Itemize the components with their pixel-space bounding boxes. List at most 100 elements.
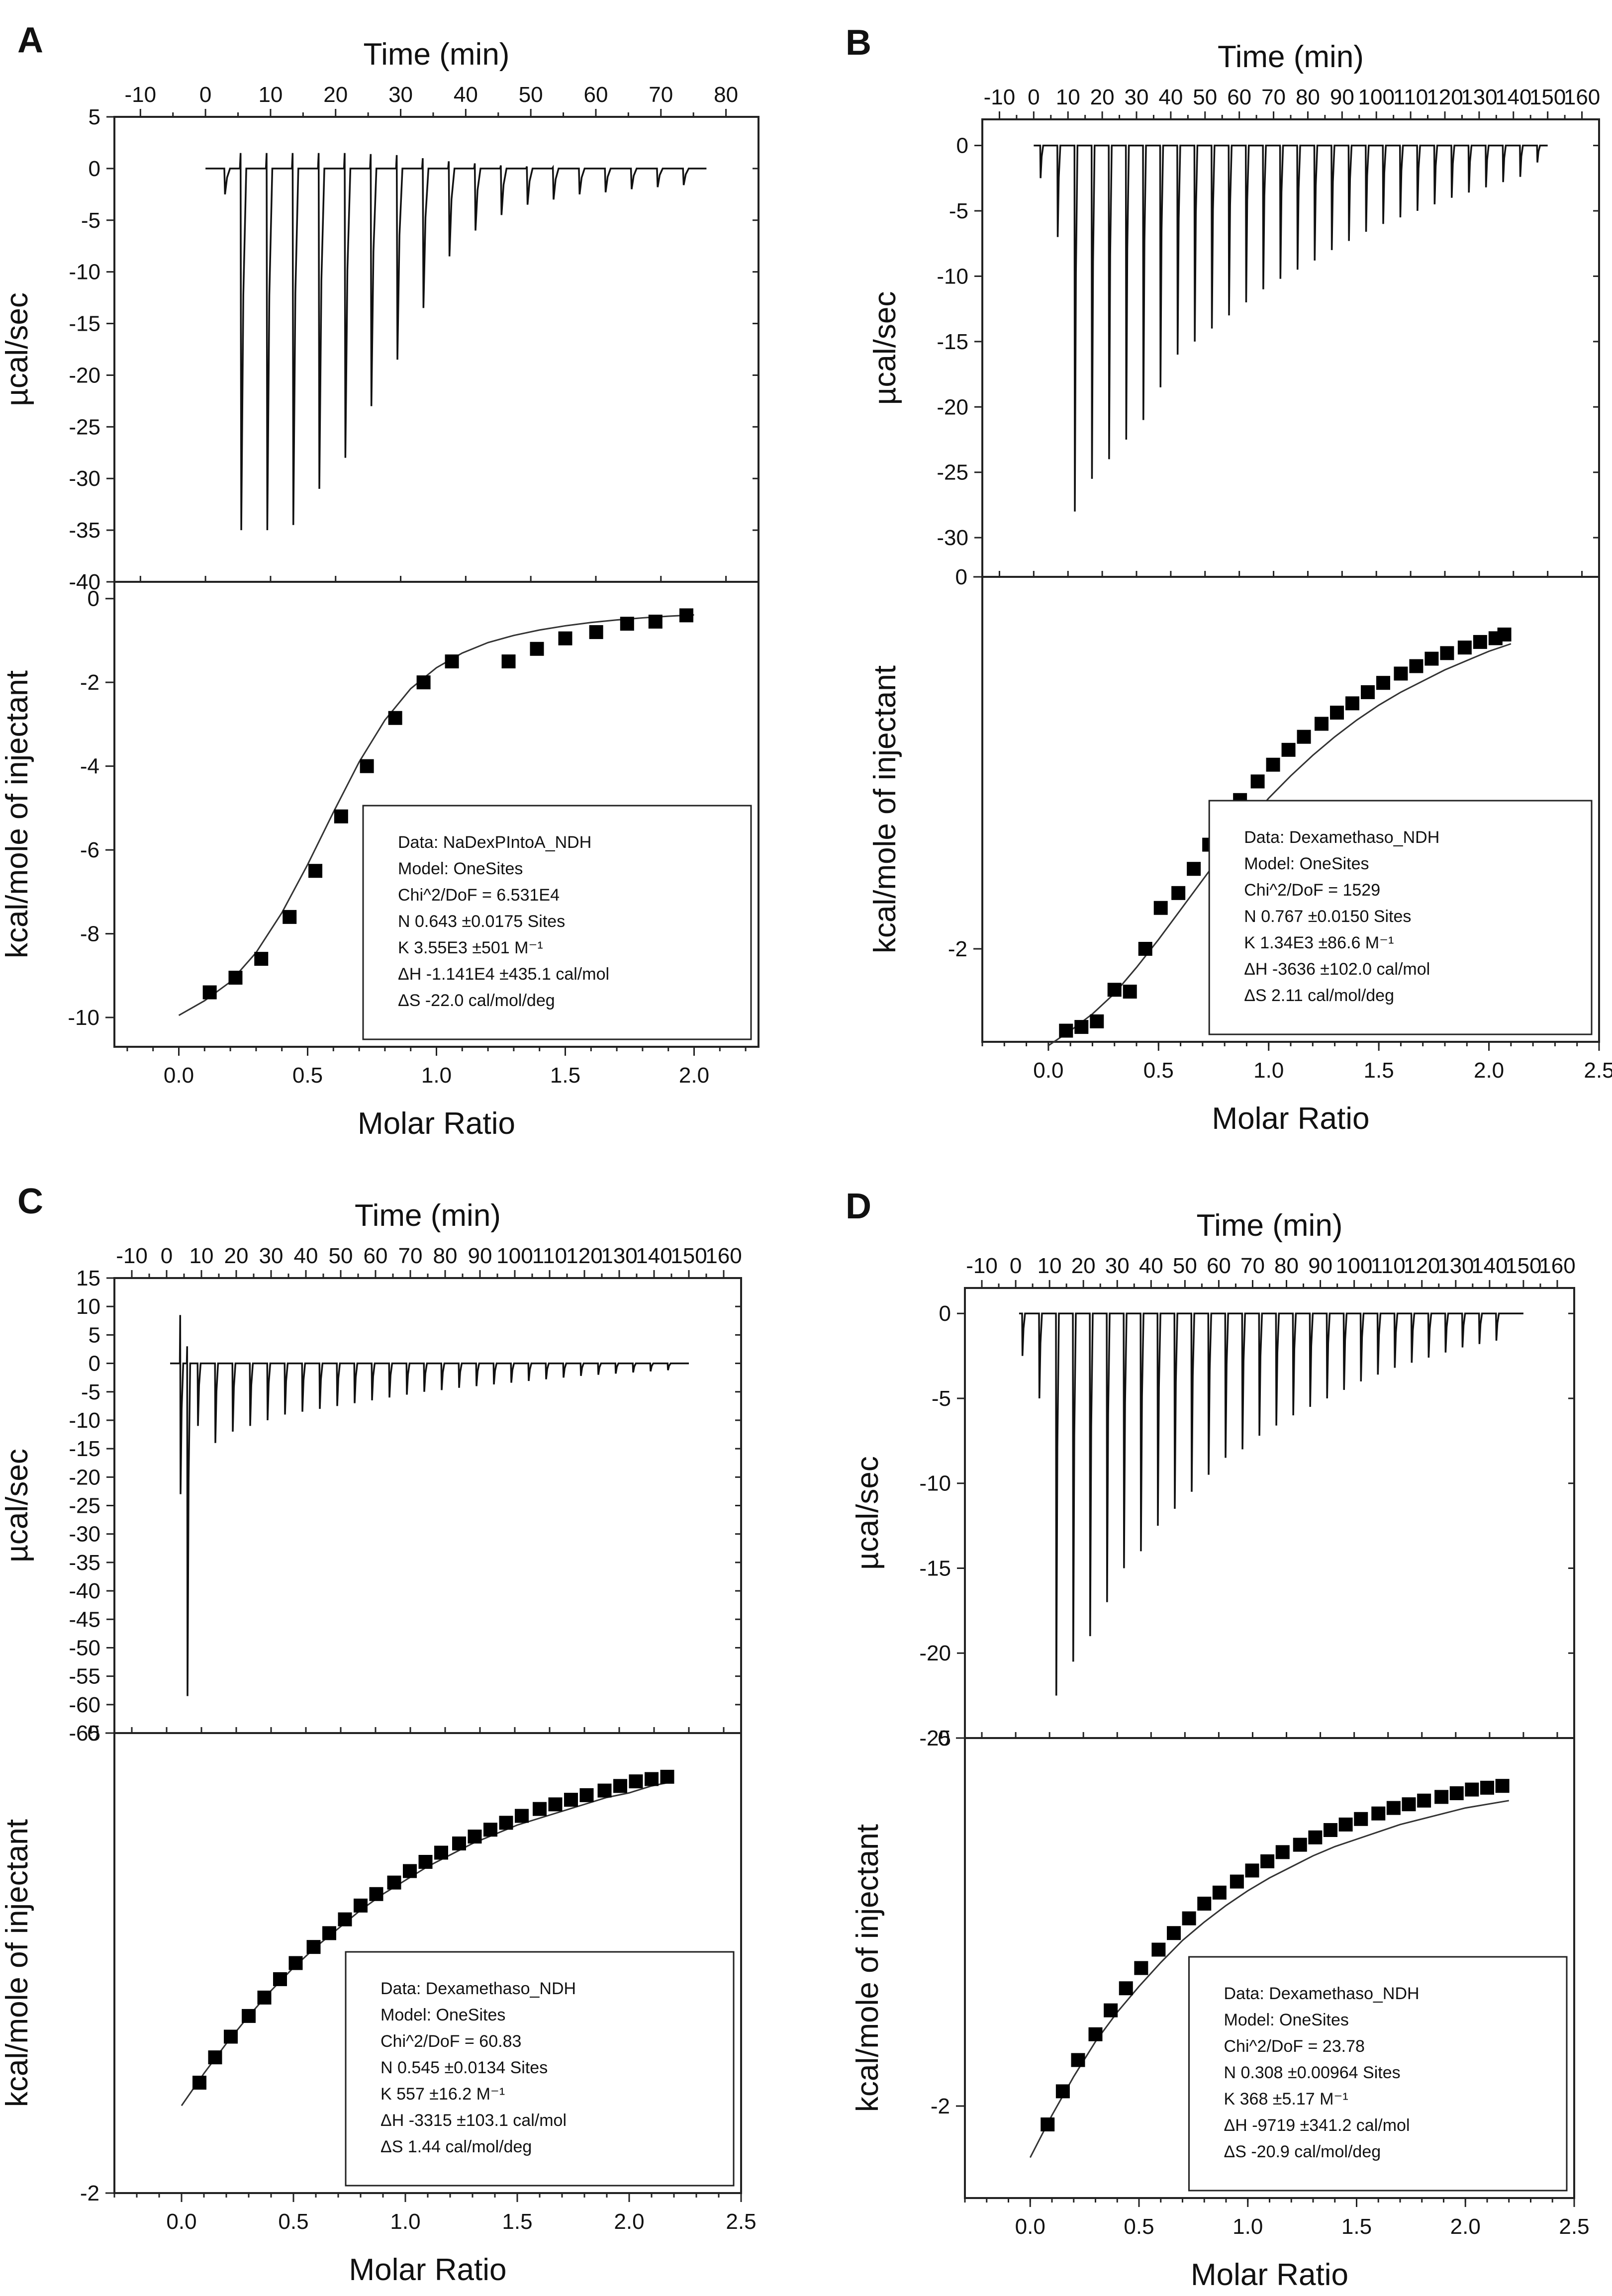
fit-parameters-box: [1208, 800, 1593, 1035]
fit-parameter-line: K 1.34E3 ±86.6 M⁻¹: [1244, 933, 1394, 952]
thermogram-trace: [205, 153, 707, 531]
time-tick-label: 50: [1173, 1254, 1197, 1278]
data-point: [564, 1793, 578, 1807]
ratio-axis-title: Molar Ratio: [358, 1106, 515, 1141]
data-point: [254, 952, 269, 966]
power-tick-label: 0: [939, 1301, 951, 1326]
data-point: [629, 1774, 643, 1789]
enthalpy-tick-label: -8: [80, 922, 99, 946]
data-point: [1171, 886, 1186, 900]
time-tick-label: 120: [1404, 1254, 1440, 1278]
fit-parameter-line: N 0.545 ±0.0134 Sites: [380, 2058, 548, 2077]
data-point: [322, 1926, 336, 1940]
thermogram-trace: [170, 1315, 689, 1696]
data-point: [1449, 1786, 1464, 1800]
data-point: [224, 2029, 238, 2044]
time-axis-title: Time (min): [355, 1198, 501, 1233]
data-point: [1324, 1823, 1337, 1837]
data-point: [1480, 1780, 1494, 1795]
data-point: [679, 608, 693, 623]
time-tick-label: 110: [1371, 1254, 1406, 1278]
data-point: [1266, 757, 1280, 772]
time-tick-label: 150: [1529, 85, 1566, 109]
data-point: [1457, 641, 1472, 655]
power-tick-label: 15: [76, 1266, 100, 1290]
time-tick-label: -10: [966, 1254, 998, 1278]
data-point: [501, 654, 516, 669]
data-point: [1281, 742, 1296, 757]
time-tick-label: -10: [125, 83, 157, 107]
data-point: [648, 615, 663, 629]
data-point: [1386, 1801, 1401, 1815]
data-point: [1107, 983, 1122, 997]
fit-parameter-line: N 0.767 ±0.0150 Sites: [1244, 907, 1411, 926]
data-point: [1434, 1790, 1449, 1804]
fit-parameter-line: ΔS -22.0 cal/mol/deg: [398, 991, 555, 1010]
time-tick-label: 10: [1038, 1254, 1062, 1278]
fit-parameter-line: Chi^2/DoF = 60.83: [380, 2032, 521, 2051]
power-tick-label: -65: [69, 1721, 100, 1745]
time-tick-label: 130: [601, 1244, 637, 1268]
time-tick-label: 80: [1296, 85, 1320, 109]
data-point: [1440, 646, 1454, 660]
time-tick-label: 110: [532, 1244, 567, 1268]
power-tick-label: -5: [932, 1386, 951, 1411]
power-tick-label: -30: [69, 466, 100, 491]
data-point: [1338, 1817, 1353, 1832]
data-point: [1330, 706, 1344, 720]
data-point: [1212, 1885, 1227, 1900]
time-tick-label: 0: [161, 1244, 173, 1268]
fit-curve: [178, 614, 694, 1016]
time-tick-label: 20: [1071, 1254, 1096, 1278]
data-point: [1197, 1897, 1212, 1911]
fit-parameter-line: Model: OneSites: [380, 2006, 505, 2024]
thermogram-trace: [1019, 1312, 1523, 1696]
ratio-tick-label: 1.0: [1253, 1058, 1284, 1083]
data-point: [1315, 717, 1328, 731]
power-tick-label: -10: [919, 1471, 951, 1496]
data-point: [499, 1816, 513, 1830]
time-tick-label: 70: [1240, 1254, 1265, 1278]
fit-parameter-line: ΔS -20.9 cal/mol/deg: [1224, 2142, 1381, 2161]
data-point: [360, 759, 374, 773]
power-tick-label: 5: [89, 1323, 100, 1347]
fit-parameter-line: ΔH -9719 ±341.2 cal/mol: [1224, 2116, 1410, 2135]
data-point: [548, 1797, 563, 1812]
time-tick-label: 160: [1564, 85, 1600, 109]
power-tick-label: -25: [69, 1494, 100, 1518]
data-point: [452, 1837, 466, 1850]
data-point: [1167, 1926, 1181, 1940]
ratio-tick-label: 0.0: [1033, 1058, 1063, 1083]
time-tick-label: 30: [1105, 1254, 1130, 1278]
data-point: [1041, 2117, 1055, 2131]
data-point: [1308, 1830, 1323, 1844]
ratio-axis-title: Molar Ratio: [1212, 1102, 1370, 1136]
ratio-tick-label: 1.0: [390, 2209, 420, 2234]
fit-parameter-line: Chi^2/DoF = 6.531E4: [398, 886, 560, 905]
time-tick-label: 130: [1437, 1254, 1474, 1278]
data-point: [1230, 1874, 1244, 1889]
data-point: [1074, 1020, 1089, 1034]
time-tick-label: 120: [1426, 85, 1463, 109]
power-tick-label: -50: [69, 1636, 100, 1660]
fit-parameter-line: ΔS 1.44 cal/mol/deg: [380, 2137, 532, 2156]
data-point: [273, 1972, 287, 1986]
power-tick-label: -40: [69, 1579, 100, 1603]
data-point: [589, 625, 603, 640]
power-tick-label: -15: [69, 1437, 100, 1461]
data-point: [1497, 627, 1512, 642]
data-point: [288, 1956, 303, 1970]
data-point: [1059, 1023, 1073, 1038]
data-point: [1394, 666, 1408, 681]
data-point: [1465, 1782, 1479, 1797]
enthalpy-tick-label: 0: [955, 565, 967, 589]
time-tick-label: -10: [116, 1244, 148, 1268]
fit-parameters-box: [1188, 1956, 1568, 2192]
power-tick-label: -35: [69, 518, 100, 543]
data-point: [1402, 1797, 1416, 1812]
ratio-tick-label: 0.5: [278, 2209, 308, 2234]
data-point: [1260, 1854, 1275, 1868]
enthalpy-tick-label: -2: [80, 2181, 99, 2205]
fit-parameter-line: Data: Dexamethaso_NDH: [1244, 828, 1439, 847]
